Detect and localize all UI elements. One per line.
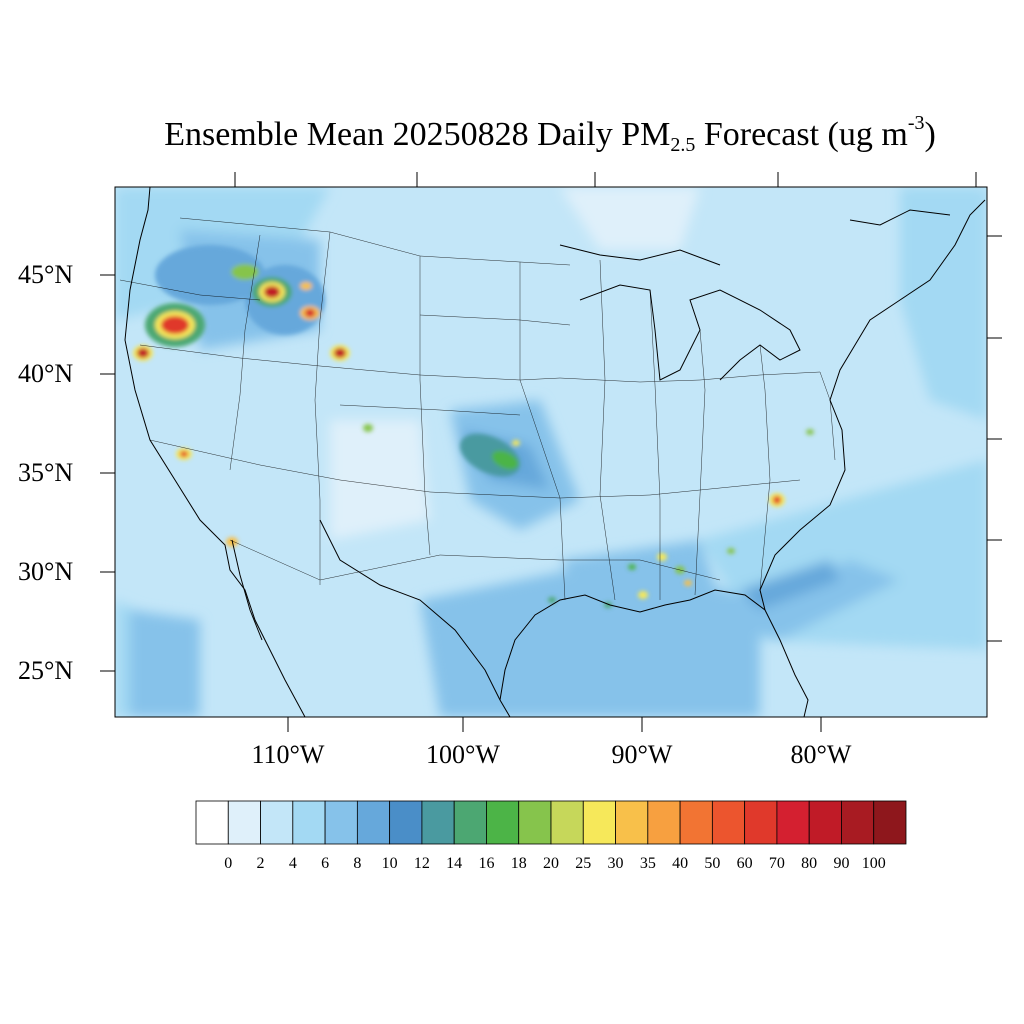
colorbar-swatch xyxy=(582,800,616,845)
colorbar-label: 40 xyxy=(672,855,689,872)
colorbar-swatch xyxy=(873,800,907,845)
colorbar-label: 16 xyxy=(478,855,495,872)
colorbar-label: 60 xyxy=(736,855,753,872)
colorbar-label: 30 xyxy=(607,855,624,872)
colorbar-swatch xyxy=(615,800,649,845)
state-borders xyxy=(119,217,836,601)
colorbar-swatch xyxy=(518,800,552,845)
colorbar-swatch xyxy=(711,800,746,845)
colorbar-swatch xyxy=(260,800,294,845)
colorbar-swatch xyxy=(195,800,229,845)
lat-label-40: 40°N xyxy=(18,359,74,388)
colorbar-swatch xyxy=(647,800,681,845)
colorbar-label: 50 xyxy=(704,855,721,872)
colorbar xyxy=(195,800,907,845)
lon-label-80w: 80°W xyxy=(790,740,852,769)
colorbar-label: 18 xyxy=(510,855,527,872)
colorbar-swatch xyxy=(356,800,391,845)
colorbar-label: 6 xyxy=(321,855,330,872)
colorbar-label: 0 xyxy=(224,855,233,872)
colorbar-swatch xyxy=(679,800,713,845)
colorbar-label: 8 xyxy=(353,855,362,872)
pm25-field xyxy=(115,187,987,717)
colorbar-swatch xyxy=(744,800,778,845)
lat-label-45: 45°N xyxy=(18,260,74,289)
colorbar-label: 25 xyxy=(575,855,592,872)
colorbar-swatch xyxy=(486,800,520,845)
colorbar-swatch xyxy=(421,800,455,845)
colorbar-label: 20 xyxy=(543,855,559,872)
lat-label-25: 25°N xyxy=(18,656,74,685)
colorbar-swatch xyxy=(841,800,875,845)
colorbar-label: 4 xyxy=(288,855,297,872)
colorbar-swatch xyxy=(292,800,326,845)
colorbar-swatch xyxy=(550,800,584,845)
colorbar-label: 90 xyxy=(833,855,850,872)
lon-label-110w: 110°W xyxy=(251,740,325,769)
axis-ticks xyxy=(100,172,1002,732)
lon-label-100w: 100°W xyxy=(426,740,500,769)
colorbar-label: 10 xyxy=(381,855,398,872)
colorbar-label: 12 xyxy=(413,855,430,872)
colorbar-swatch xyxy=(389,800,423,845)
colorbar-swatch xyxy=(227,800,261,845)
colorbar-swatch xyxy=(453,800,487,845)
colorbar-label: 35 xyxy=(639,855,656,872)
colorbar-label: 14 xyxy=(446,855,463,872)
colorbar-label: 80 xyxy=(801,855,818,872)
colorbar-swatch xyxy=(808,800,842,845)
lat-label-30: 30°N xyxy=(18,557,74,586)
colorbar-label: 70 xyxy=(768,855,785,872)
map-frame xyxy=(114,186,988,718)
colorbar-swatch xyxy=(324,800,358,845)
colorbar-label: 100 xyxy=(861,855,886,872)
colorbar-swatch xyxy=(776,800,810,845)
coastline xyxy=(124,187,986,717)
colorbar-label: 2 xyxy=(256,855,265,872)
map-title: Ensemble Mean 20250828 Daily PM2.5 Forec… xyxy=(164,112,936,156)
lon-label-90w: 90°W xyxy=(611,740,673,769)
lat-label-35: 35°N xyxy=(18,458,74,487)
